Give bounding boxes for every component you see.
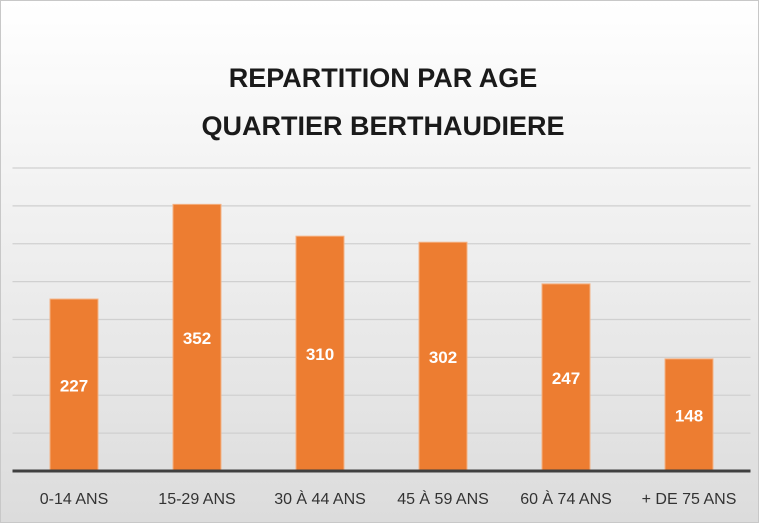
- x-tick-label: 45 À 59 ANS: [397, 489, 489, 508]
- data-label: 352: [183, 329, 211, 348]
- data-label: 227: [60, 377, 88, 396]
- data-label: 148: [675, 406, 703, 425]
- x-tick-label: 60 À 74 ANS: [520, 489, 612, 508]
- x-tick-label: 30 À 44 ANS: [274, 489, 366, 508]
- bar: [49, 298, 99, 472]
- data-label: 302: [429, 348, 457, 367]
- data-label: 247: [552, 369, 580, 388]
- bar: [418, 241, 468, 472]
- chart-title: REPARTITION PAR AGE: [229, 63, 538, 93]
- bar: [172, 203, 222, 472]
- data-label: 310: [306, 345, 334, 364]
- chart-title: QUARTIER BERTHAUDIERE: [201, 111, 564, 141]
- x-tick-label: 0-14 ANS: [40, 491, 108, 508]
- bar: [295, 235, 345, 472]
- bar: [541, 283, 591, 472]
- x-tick-label: 15-29 ANS: [158, 491, 235, 508]
- bar: [664, 358, 714, 472]
- x-tick-label: + DE 75 ANS: [642, 491, 737, 508]
